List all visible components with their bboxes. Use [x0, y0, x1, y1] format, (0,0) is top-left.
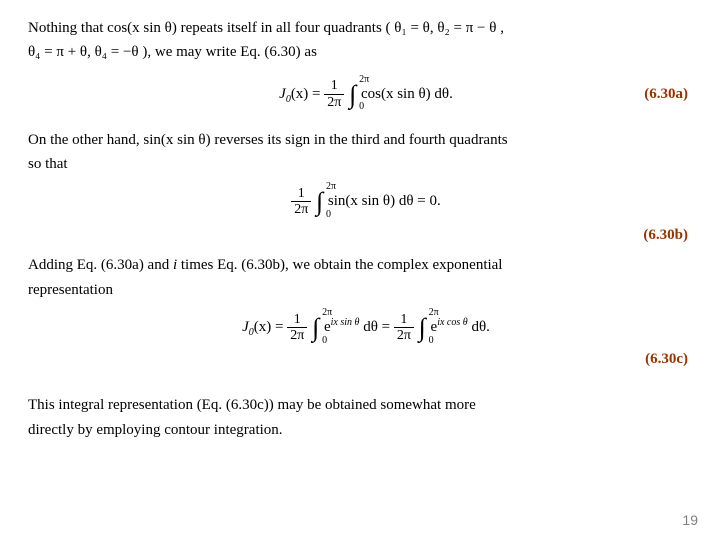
frac2-num: 1 — [394, 312, 414, 328]
eq-label-c: (6.30c) — [645, 351, 688, 367]
frac-den: 2π — [287, 328, 307, 343]
equation-630a: J 0 (x) = 1 2π ∫2π0 cos(x sin θ) dθ. (6.30… — [28, 77, 704, 112]
text: On the other hand, — [28, 132, 143, 148]
para-line3: On the other hand, sin(x sin θ) reverses… — [28, 130, 704, 150]
int-lb: 0 — [322, 334, 327, 348]
int-ub: 2π — [322, 306, 332, 320]
integral-icon: ∫2π0 — [312, 310, 319, 345]
para-line1: Nothing that cos(x sin θ) repeats itself… — [28, 18, 704, 38]
lhs-arg: (x) = — [254, 319, 287, 335]
fraction: 1 2π — [324, 78, 344, 110]
text: ), we may write Eq. (6.30) as — [142, 44, 317, 60]
text: This integral representation (Eq. (6.30c… — [28, 397, 476, 413]
fraction: 1 2π — [287, 312, 307, 344]
int-lb: 0 — [326, 208, 331, 222]
int2-lb: 0 — [429, 334, 434, 348]
e-base: e — [324, 319, 331, 335]
eq-label-b: (6.30b) — [643, 227, 688, 243]
eq-label-b-row: (6.30b) — [28, 225, 704, 245]
text: directly by employing contour integratio… — [28, 422, 283, 438]
inline-math-quadrants12: θ₁ = θ, θ₂ = π − θ — [394, 20, 496, 36]
int-ub: 2π — [326, 180, 336, 194]
int-lb: 0 — [359, 100, 364, 114]
fraction2: 1 2π — [394, 312, 414, 344]
text: repeats itself in all four quadrants ( — [181, 20, 391, 36]
para-line6: representation — [16, 280, 704, 300]
integrand: sin(x sin θ) dθ = 0. — [328, 193, 441, 209]
integral-icon: ∫2π0 — [316, 184, 323, 219]
frac-den: 2π — [324, 95, 344, 110]
para-line4: so that — [28, 154, 704, 174]
integral-icon: ∫2π0 — [349, 77, 356, 112]
page-number: 19 — [682, 511, 698, 530]
fraction: 1 2π — [291, 186, 311, 218]
mid2: dθ. — [471, 319, 489, 335]
para-line8: directly by employing contour integratio… — [28, 420, 704, 440]
text: representation — [28, 282, 113, 298]
sym-J: J — [242, 319, 249, 335]
frac-num: 1 — [287, 312, 307, 328]
integrand: cos(x sin θ) dθ. — [361, 85, 453, 101]
mid1: dθ = — [363, 319, 394, 335]
equation-630c: J 0 (x) = 1 2π ∫2π0 eix sin θ dθ = 1 2π ∫2… — [28, 310, 704, 345]
text: reverses its sign in the third and fourt… — [214, 132, 507, 148]
frac2-den: 2π — [394, 328, 414, 343]
text: , — [500, 20, 504, 36]
inline-math-cos: cos(x sin θ) — [107, 20, 177, 36]
exp2: ix cos θ — [437, 317, 467, 328]
para-line7: This integral representation (Eq. (6.30c… — [28, 395, 704, 415]
frac-num: 1 — [291, 186, 311, 202]
text: Nothing that — [28, 20, 107, 36]
text: so that — [28, 156, 68, 172]
para-line5: Adding Eq. (6.30a) and i times Eq. (6.30… — [28, 255, 704, 275]
text: times Eq. (6.30b), we obtain the complex… — [181, 257, 503, 273]
integral2-icon: ∫2π0 — [419, 310, 426, 345]
int2-ub: 2π — [429, 306, 439, 320]
sym-J: J — [279, 85, 286, 101]
equation-630b: 1 2π ∫2π0 sin(x sin θ) dθ = 0. — [28, 184, 704, 219]
inline-math-sin: sin(x sin θ) — [143, 132, 210, 148]
frac-den: 2π — [291, 202, 311, 217]
para-line2: θ₄ = π + θ, θ₄ = −θ ), we may write Eq. … — [28, 42, 704, 62]
sym-i: i — [173, 257, 177, 273]
text: Adding Eq. (6.30a) and — [28, 257, 173, 273]
exp1: ix sin θ — [331, 317, 360, 328]
inline-math-quadrants34: θ₄ = π + θ, θ₄ = −θ — [28, 44, 139, 60]
eq-label-c-row: (6.30c) — [28, 349, 704, 369]
eq-label-a: (6.30a) — [644, 84, 688, 104]
lhs-arg: (x) = — [291, 85, 324, 101]
int-ub: 2π — [359, 73, 369, 87]
frac-num: 1 — [324, 78, 344, 94]
